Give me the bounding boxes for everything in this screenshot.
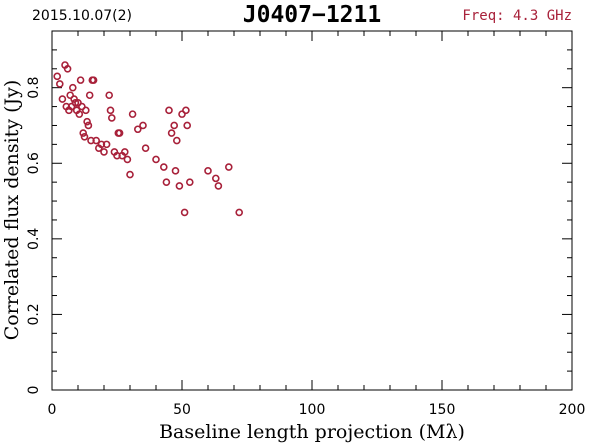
data-point: [75, 110, 84, 118]
data-point: [171, 167, 180, 175]
data-point: [79, 129, 87, 137]
axis-ticks: [51, 30, 573, 391]
y-axis-label: Correlated flux density (Jy): [1, 80, 23, 341]
data-point: [108, 114, 116, 122]
y-tick-label: 0: [26, 386, 42, 395]
x-tick-label: 50: [173, 402, 191, 418]
data-point: [186, 178, 194, 186]
data-point: [141, 144, 150, 152]
data-point: [167, 129, 176, 137]
data-point: [178, 110, 186, 118]
data-point: [97, 140, 106, 149]
x-tick-label: 0: [48, 402, 57, 418]
plot-frame: [51, 30, 573, 391]
y-tick-label: 0.4: [26, 228, 42, 250]
data-point: [87, 136, 95, 145]
data-point: [165, 106, 173, 115]
source-name: J0407−1211: [243, 2, 381, 28]
data-point: [80, 133, 89, 141]
data-point: [102, 140, 111, 149]
data-point: [115, 129, 124, 137]
axis-tick-labels: 0 50 100 150 200 0 0.2 0.4 0.6 0.8: [26, 77, 585, 418]
data-point: [162, 178, 171, 186]
data-point: [92, 136, 100, 145]
data-point: [58, 95, 67, 103]
data-point: [100, 148, 108, 156]
data-point: [71, 99, 80, 107]
data-point: [214, 182, 223, 190]
data-point: [225, 163, 233, 171]
y-tick-label: 0.2: [26, 303, 42, 325]
data-point: [53, 72, 62, 81]
data-point: [63, 64, 72, 73]
x-tick-label: 150: [429, 402, 456, 418]
data-point: [74, 99, 82, 107]
data-point: [204, 167, 212, 175]
y-tick-label: 0.8: [26, 77, 42, 99]
data-point: [67, 102, 76, 111]
frequency-label: Freq: 4.3 GHz: [462, 8, 572, 24]
x-tick-label: 200: [559, 402, 586, 418]
data-point: [82, 106, 90, 115]
data-point: [212, 174, 220, 183]
data-point: [180, 208, 189, 217]
data-point: [76, 76, 85, 84]
data-point: [175, 182, 184, 190]
data-point: [134, 125, 142, 134]
x-axis-label: Baseline length projection (Mλ): [159, 421, 465, 443]
data-point: [139, 121, 147, 130]
data-point: [152, 155, 160, 164]
data-point: [106, 106, 115, 115]
x-tick-label: 100: [299, 402, 326, 418]
y-tick-label: 0.6: [26, 152, 42, 174]
data-point: [123, 155, 132, 164]
data-point: [182, 106, 190, 115]
data-point: [170, 121, 178, 130]
data-point: [84, 121, 93, 130]
data-point: [78, 102, 86, 111]
data-point: [69, 83, 77, 92]
data-point: [85, 91, 94, 100]
data-points: [53, 61, 243, 217]
data-point: [83, 117, 91, 126]
data-point: [89, 76, 98, 84]
data-point: [160, 163, 168, 171]
data-point: [128, 110, 137, 118]
data-point: [55, 80, 64, 88]
data-point: [121, 148, 129, 156]
data-point: [183, 121, 191, 130]
data-point: [70, 95, 78, 103]
data-point: [126, 170, 134, 179]
data-point: [173, 136, 181, 145]
data-point: [113, 151, 121, 160]
data-point: [66, 91, 74, 100]
observation-date: 2015.10.07(2): [32, 8, 132, 24]
data-point: [235, 208, 243, 217]
data-point: [105, 91, 113, 100]
